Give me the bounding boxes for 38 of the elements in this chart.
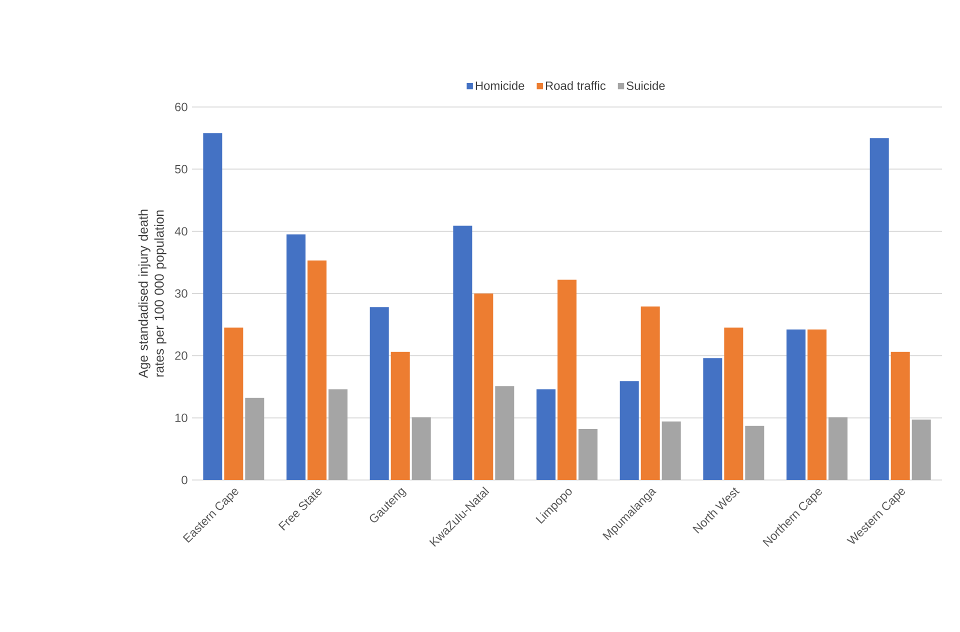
bar xyxy=(620,381,639,480)
bar xyxy=(245,398,264,480)
y-tick-label: 40 xyxy=(174,227,188,236)
y-axis-title: Age standadised injury death rates per 100 000 population xyxy=(138,210,166,378)
bar xyxy=(786,330,806,480)
bar xyxy=(662,422,681,480)
bar xyxy=(308,260,327,480)
legend-label: Road traffic xyxy=(546,81,606,90)
y-tick-label: 0 xyxy=(182,476,188,484)
bar xyxy=(828,417,848,480)
bar xyxy=(870,138,889,480)
bar xyxy=(474,293,494,480)
bar xyxy=(390,352,410,480)
bar xyxy=(412,417,431,480)
bar xyxy=(912,420,931,480)
bar xyxy=(724,328,744,480)
bar xyxy=(808,330,827,480)
legend-label: Suicide xyxy=(626,81,665,90)
bar xyxy=(224,328,244,480)
y-tick-label: 30 xyxy=(174,289,188,298)
bar xyxy=(370,307,389,480)
bar xyxy=(745,426,764,480)
y-tick-label: 50 xyxy=(175,164,188,174)
bar xyxy=(203,133,222,480)
bar xyxy=(578,429,598,480)
bar xyxy=(558,280,577,480)
bar xyxy=(703,358,722,480)
bar xyxy=(536,389,556,480)
bar xyxy=(328,389,348,480)
y-tick-label: 10 xyxy=(175,414,188,422)
legend-label: Homicide xyxy=(476,81,524,90)
bar xyxy=(286,234,306,480)
bar xyxy=(453,226,472,480)
y-tick-label: 60 xyxy=(175,102,188,112)
bar xyxy=(890,352,910,480)
y-tick-label: 20 xyxy=(175,351,188,360)
bar xyxy=(495,386,514,480)
bar xyxy=(640,306,660,480)
